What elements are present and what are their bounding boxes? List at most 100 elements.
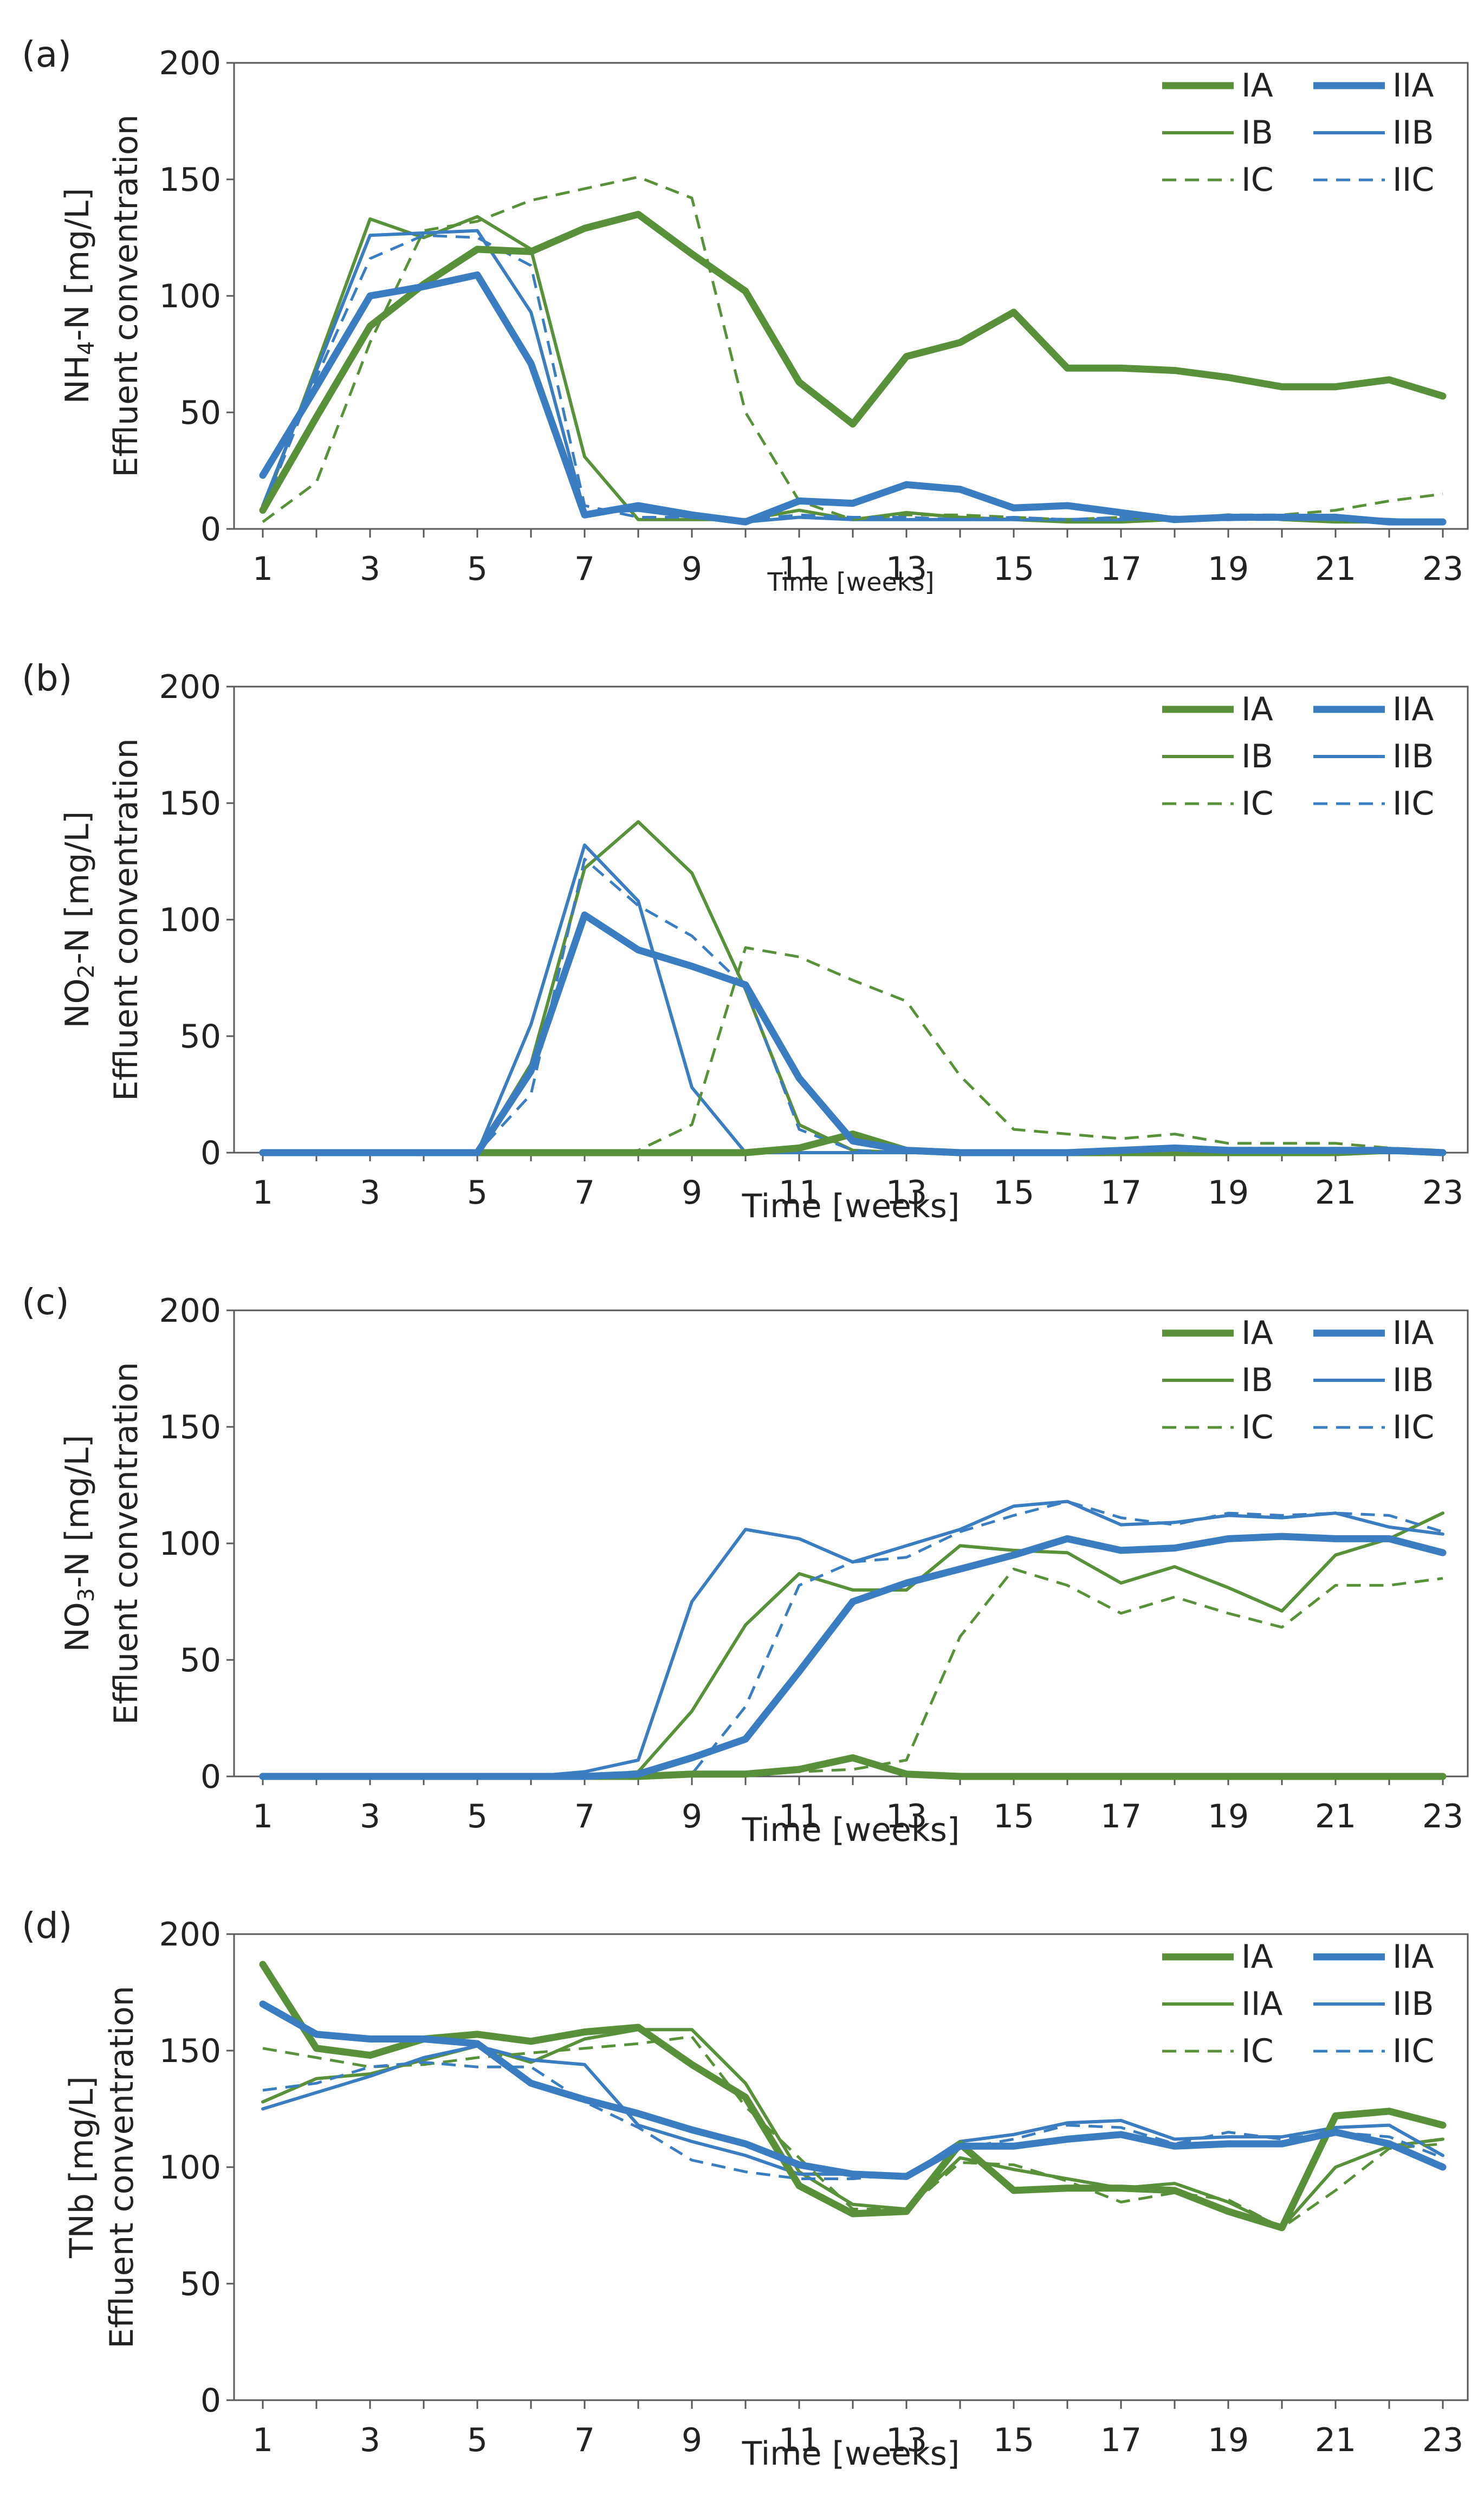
legend-item: IB <box>1162 738 1273 775</box>
plot-frame <box>233 62 1469 530</box>
series-line-ic-dashed <box>262 176 1443 523</box>
legend-item: IB <box>1162 1361 1273 1399</box>
x-tick-label: 9 <box>682 550 702 588</box>
x-tick-label: 3 <box>360 550 380 588</box>
x-tick-label: 17 <box>1100 2421 1142 2459</box>
legend-item: IA <box>1162 67 1273 105</box>
x-tick-label: 11 <box>779 1798 820 1835</box>
series-line-iic-dashed <box>263 857 1443 1154</box>
legend-label: IIA <box>1392 1938 1434 1976</box>
x-tick-label: 17 <box>1100 1174 1142 1212</box>
y-tick-label: 150 <box>159 785 221 823</box>
legend-item: IIA <box>1313 690 1434 728</box>
x-tick-label: 13 <box>886 1174 927 1212</box>
legend-label: IA <box>1241 690 1273 728</box>
legend-label: IIB <box>1392 1985 1434 2023</box>
legend-item: IIA <box>1313 67 1434 105</box>
legend-label: IIA <box>1241 1985 1282 2023</box>
chart-panel-b: (b) NO2-N [mg/L] Effluent conventration Tim… <box>0 624 1484 1248</box>
series-line-ib-thin <box>261 215 1444 524</box>
series-line-ib-thin <box>261 1511 1444 1778</box>
y-tick-label: 50 <box>180 2265 221 2303</box>
legend-item: IIA <box>1313 1314 1434 1352</box>
chart-panel-d: (d) TNb [mg/L] Effluent conventration Time … <box>0 1871 1484 2495</box>
x-tick-label: 21 <box>1315 550 1356 588</box>
legend-item: IIC <box>1313 1408 1434 1446</box>
x-tick-label: 23 <box>1422 1174 1463 1212</box>
legend-item: IIA <box>1162 1985 1282 2023</box>
x-tick-label: 13 <box>886 1798 927 1835</box>
x-axis-label: Time [weeks] <box>742 2435 960 2473</box>
x-tick-label: 7 <box>574 1798 595 1835</box>
y-tick-label: 100 <box>159 901 221 939</box>
legend-item: IIB <box>1313 114 1434 152</box>
legend-item: IB <box>1162 114 1273 152</box>
legend-item: IA <box>1162 1938 1273 1976</box>
plot-frame <box>233 1309 1469 1777</box>
series-line-ia-thick <box>259 211 1447 514</box>
x-tick-label: 11 <box>779 550 820 588</box>
y-tick-label: 50 <box>180 394 221 432</box>
y-tick-label: 200 <box>159 44 221 82</box>
x-tick-label: 3 <box>360 1174 380 1212</box>
x-axis-label: Time [weeks] <box>767 567 935 597</box>
legend-item: IIB <box>1313 738 1434 775</box>
x-tick-label: 1 <box>252 550 273 588</box>
legend-item: IC <box>1162 1408 1274 1446</box>
x-tick-label: 3 <box>360 2421 380 2459</box>
series-line-ia-thick <box>259 1961 1447 2232</box>
series-line-iia-thick <box>259 271 1447 526</box>
legend-label: IIB <box>1392 738 1434 775</box>
chart-panel-c: (c) NO3-N [mg/L] Effluent conventration Tim… <box>0 1248 1484 1871</box>
x-tick-label: 15 <box>993 1798 1034 1835</box>
legend-item: IA <box>1162 1314 1273 1352</box>
x-tick-label: 1 <box>252 1798 273 1835</box>
x-tick-label: 15 <box>993 1174 1034 1212</box>
legend-label: IA <box>1241 1938 1273 1976</box>
legend-label: IIC <box>1392 161 1434 199</box>
legend-item: IC <box>1162 2032 1274 2070</box>
y-tick-label: 200 <box>159 668 221 706</box>
legend-label: IIC <box>1392 2032 1434 2070</box>
series-line-iic-dashed <box>262 2061 1443 2180</box>
x-tick-label: 23 <box>1422 2421 1463 2459</box>
y-tick-label: 0 <box>200 1134 221 1172</box>
x-tick-label: 19 <box>1208 2421 1249 2459</box>
plot-frame <box>233 1933 1469 2401</box>
legend-item: IC <box>1162 161 1274 199</box>
x-tick-label: 13 <box>886 550 927 588</box>
legend-label: IC <box>1241 785 1274 823</box>
x-tick-label: 11 <box>779 1174 820 1212</box>
x-tick-label: 11 <box>779 2421 820 2459</box>
y-tick-label: 150 <box>159 161 221 199</box>
x-tick-label: 15 <box>993 2421 1034 2459</box>
legend-label: IB <box>1241 114 1273 152</box>
x-tick-label: 5 <box>467 1174 488 1212</box>
plot-frame <box>233 686 1469 1154</box>
legend-label: IC <box>1241 1408 1274 1446</box>
series-line-ic-dashed <box>262 2035 1443 2229</box>
y-tick-label: 100 <box>159 1525 221 1563</box>
x-tick-label: 7 <box>574 2421 595 2459</box>
y-tick-label: 100 <box>159 2149 221 2187</box>
legend-item: IIB <box>1313 1361 1434 1399</box>
legend-label: IC <box>1241 161 1274 199</box>
x-tick-label: 1 <box>252 1174 273 1212</box>
x-tick-label: 5 <box>467 2421 488 2459</box>
y-tick-label: 200 <box>159 1916 221 1954</box>
x-axis-label: Time [weeks] <box>742 1811 960 1849</box>
legend-label: IIA <box>1392 690 1434 728</box>
y-tick-label: 150 <box>159 1408 221 1446</box>
legend-label: IA <box>1241 1314 1273 1352</box>
y-tick-label: 0 <box>200 2382 221 2420</box>
y-tick-label: 0 <box>200 1758 221 1796</box>
x-tick-label: 21 <box>1315 1798 1356 1835</box>
x-tick-label: 23 <box>1422 1798 1463 1835</box>
x-tick-label: 7 <box>574 550 595 588</box>
y-tick-label: 50 <box>180 1641 221 1679</box>
y-tick-label: 200 <box>159 1292 221 1330</box>
panel-label: (b) <box>22 657 73 699</box>
